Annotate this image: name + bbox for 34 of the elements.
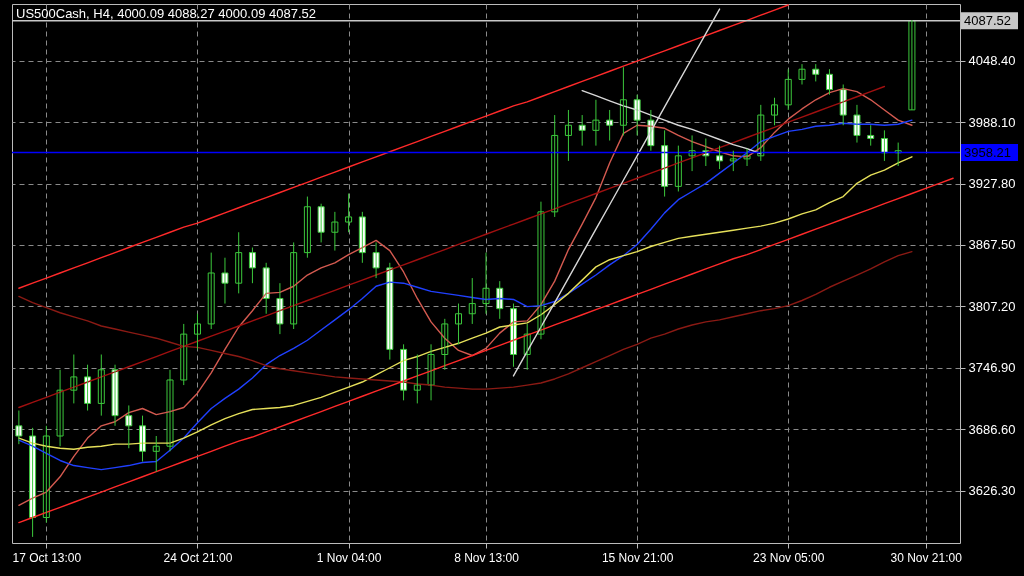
line-series	[18, 250, 913, 390]
y-tick-label: 4048.40	[968, 53, 1016, 69]
y-tick-label: 3807.20	[968, 298, 1016, 314]
ref-line-label: 3958.21	[964, 144, 1011, 160]
x-tick-label: 8 Nov 13:00	[454, 550, 520, 565]
ref-line-label: 4087.52	[964, 12, 1011, 28]
line-series	[18, 177, 954, 524]
candlestick	[413, 354, 421, 404]
candlestick	[455, 303, 463, 345]
y-tick-label: 3988.10	[968, 114, 1016, 130]
x-tick-label: 17 Oct 13:00	[12, 550, 82, 565]
candlestick	[221, 257, 229, 305]
candlestick	[193, 313, 201, 350]
candlestick	[15, 410, 23, 445]
y-tick-label: 3686.60	[968, 421, 1016, 437]
x-tick-label: 23 Nov 05:00	[753, 550, 825, 565]
x-tick-label: 30 Nov 21:00	[890, 550, 963, 565]
y-tick-label: 3927.80	[968, 176, 1016, 192]
candlestick	[729, 150, 737, 172]
candlestick	[771, 97, 779, 126]
candlestick	[372, 241, 380, 279]
x-tick-label: 15 Nov 21:00	[601, 550, 674, 565]
candlestick	[331, 211, 339, 252]
y-tick-label: 3626.30	[968, 483, 1016, 499]
x-tick-label: 1 Nov 04:00	[316, 550, 382, 565]
y-tick-label: 3746.90	[968, 360, 1016, 376]
candlestick	[248, 247, 256, 284]
line-series	[18, 85, 886, 409]
x-tick-label: 24 Oct 21:00	[163, 550, 233, 565]
chart-title: US500Cash, H4, 4000.09 4088.27 4000.09 4087.52	[16, 6, 316, 21]
y-tick-label: 3867.50	[968, 237, 1016, 253]
line-series	[18, 4, 789, 289]
candlestick	[716, 145, 724, 170]
candlestick	[345, 193, 353, 233]
